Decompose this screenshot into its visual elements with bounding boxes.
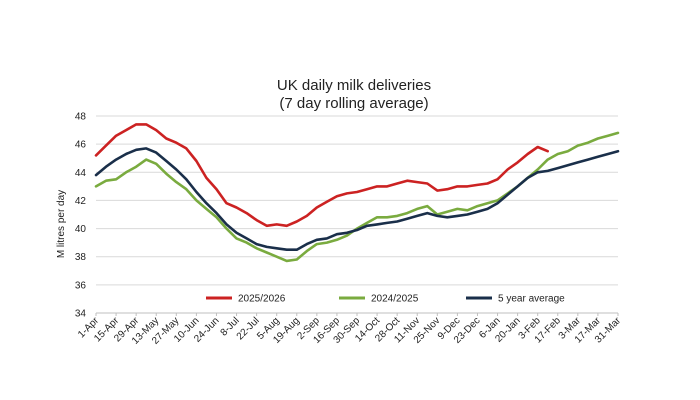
- gridlines: [96, 115, 618, 314]
- series-line-1: [94, 123, 549, 228]
- y-tick-label: 46: [75, 140, 87, 151]
- y-tick-label: 44: [75, 168, 87, 179]
- y-axis-ticks: 34 36 38 40 42 44 46 48: [75, 112, 87, 320]
- series-lines: [94, 123, 620, 263]
- chart-subtitle: (7 day rolling average): [279, 95, 428, 112]
- y-tick-label: 40: [75, 224, 87, 235]
- legend-label: 2024/2025: [371, 294, 419, 305]
- x-tick-label: 22-Jul: [235, 315, 262, 342]
- y-tick-label: 42: [75, 196, 87, 207]
- series-line-2: [94, 131, 620, 263]
- y-axis-label: M litres per day: [56, 190, 67, 258]
- y-tick-label: 38: [75, 252, 87, 263]
- y-tick-label: 48: [75, 112, 87, 123]
- y-tick-label: 34: [75, 309, 87, 320]
- x-axis-ticks: 1-Apr15-Apr29-Apr13-May27-May10-Jun24-Ju…: [76, 313, 624, 347]
- legend-label: 5 year average: [498, 294, 565, 305]
- y-tick-label: 36: [75, 280, 87, 291]
- legend-label: 2025/2026: [238, 294, 286, 305]
- series-line-3: [94, 147, 620, 251]
- chart-title: UK daily milk deliveries: [277, 77, 431, 94]
- legend: 2025/2026 2024/2025 5 year average: [206, 294, 565, 305]
